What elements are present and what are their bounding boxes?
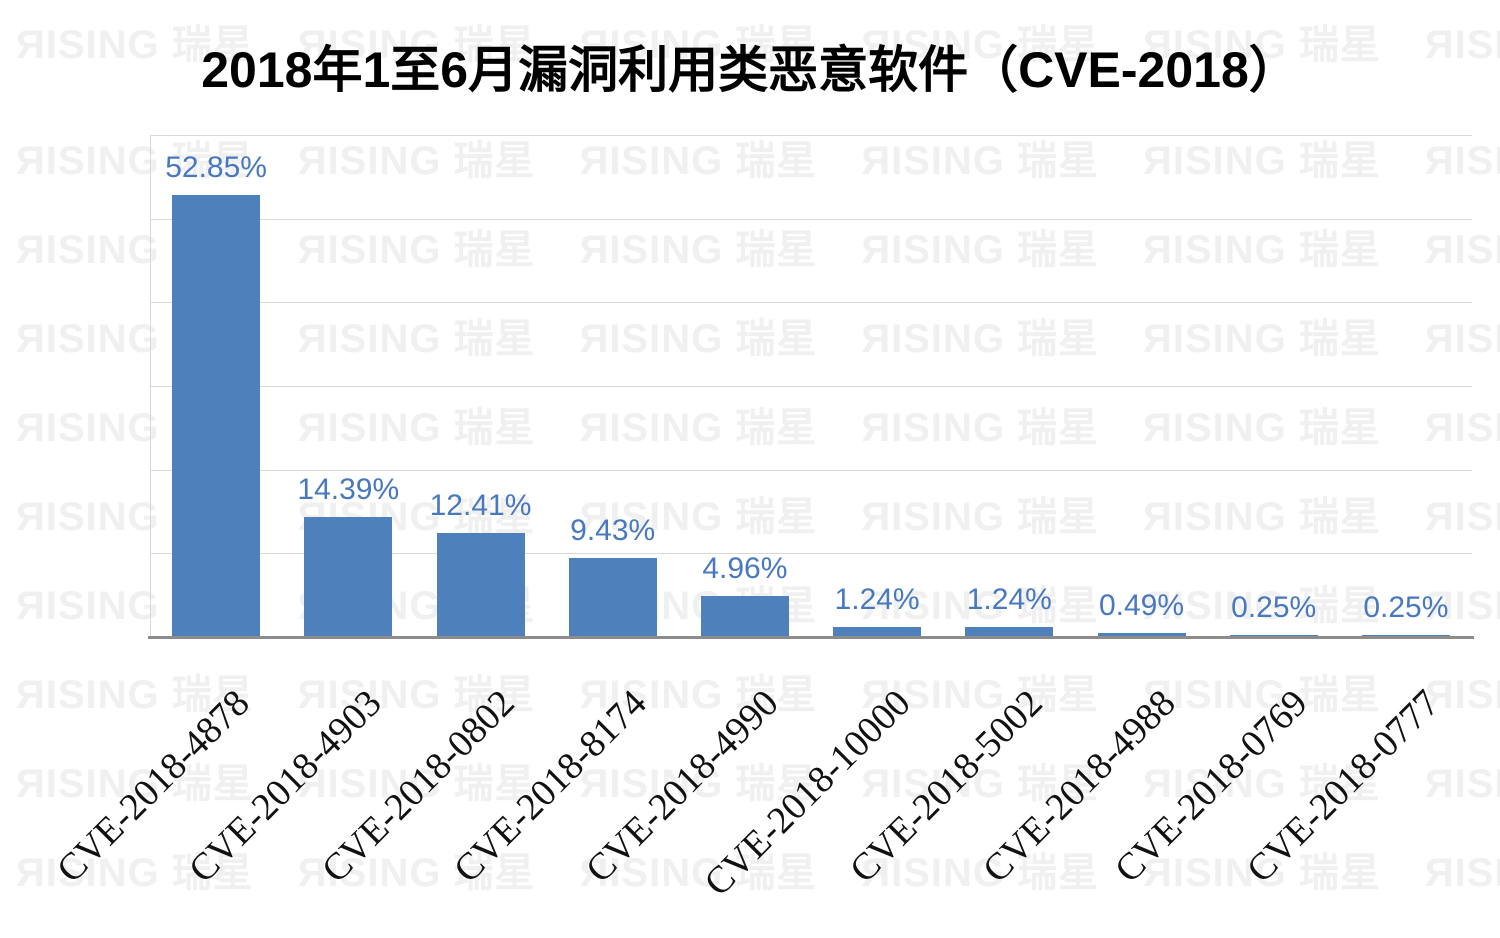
gridline <box>150 135 1472 136</box>
value-label: 0.25% <box>1363 590 1449 624</box>
value-label: 4.96% <box>702 551 788 585</box>
value-label: 14.39% <box>297 472 400 506</box>
bar <box>1097 632 1186 637</box>
gridline <box>150 469 1472 471</box>
bar <box>304 516 393 637</box>
value-label: 52.85% <box>165 150 267 184</box>
y-axis-line <box>150 135 151 637</box>
value-label: 12.41% <box>429 489 532 523</box>
x-axis-line <box>148 636 1474 639</box>
bar <box>1229 634 1318 637</box>
chart-title: 2018年1至6月漏洞利用类恶意软件（CVE-2018） <box>201 42 1299 98</box>
value-label: 0.25% <box>1231 590 1317 624</box>
bar <box>833 626 922 637</box>
value-label: 9.43% <box>570 514 656 548</box>
gridline <box>150 386 1472 387</box>
bar <box>700 595 789 637</box>
category-label: CVE-2018-4878 <box>48 682 258 891</box>
value-label: 1.24% <box>834 582 920 616</box>
gridline <box>150 302 1472 304</box>
bar <box>965 626 1054 637</box>
gridline <box>150 553 1472 555</box>
bar <box>1361 634 1450 637</box>
value-label: 1.24% <box>966 582 1052 616</box>
bar <box>568 558 657 637</box>
value-label: 0.49% <box>1098 588 1185 622</box>
bar <box>172 194 261 637</box>
gridline <box>150 218 1472 220</box>
bar <box>436 533 525 637</box>
